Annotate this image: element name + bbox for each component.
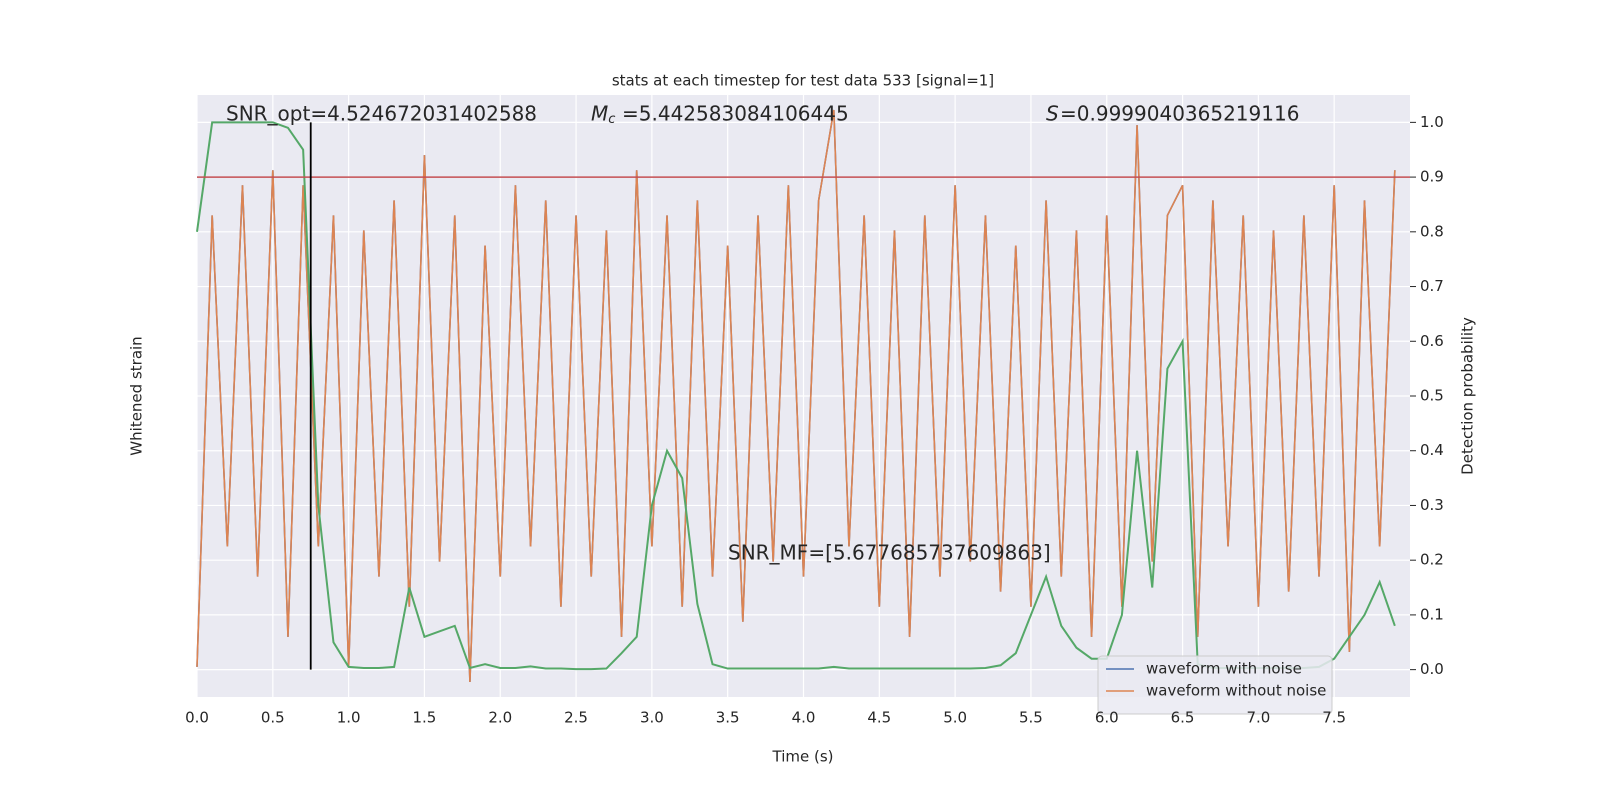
y2-tick-label: 0.5 — [1420, 387, 1444, 405]
annotation: =5.442583084106445 — [622, 102, 849, 126]
marks — [196, 109, 1410, 682]
x-tick-label: 1.5 — [413, 709, 437, 727]
y2-tick-label: 0.4 — [1420, 441, 1444, 459]
y2-tick-label: 0.9 — [1420, 168, 1444, 186]
series-line — [196, 109, 1396, 682]
x-axis-label: Time (s) — [772, 748, 834, 766]
legend-label: waveform with noise — [1146, 660, 1302, 678]
y2-tick-label: 0.1 — [1420, 605, 1444, 623]
x-tick-label: 5.0 — [943, 709, 967, 727]
annotation: SNR_opt=4.524672031402588 — [226, 102, 537, 126]
x-tick-label: 5.5 — [1019, 709, 1043, 727]
x-tick-label: 6.5 — [1171, 709, 1195, 727]
annotation: =0.9999040365219116 — [1060, 102, 1299, 126]
y2-tick-label: 0.6 — [1420, 332, 1444, 350]
y2-tick-label: 0.2 — [1420, 551, 1444, 569]
x-tick-label: 2.0 — [488, 709, 512, 727]
x-tick-label: 7.5 — [1322, 709, 1346, 727]
y2-tick-label: 0.3 — [1420, 496, 1444, 514]
legend-box — [1097, 655, 1333, 715]
x-tick-label: 3.0 — [640, 709, 664, 727]
legend-label: waveform without noise — [1146, 682, 1326, 700]
y2-tick-label: 0.0 — [1420, 660, 1444, 678]
x-tick-label: 6.0 — [1095, 709, 1119, 727]
annotation: SNR_MF=[5.677685737609863] — [728, 541, 1051, 565]
x-tick-label: 0.5 — [261, 709, 285, 727]
chart-title: stats at each timestep for test data 533… — [612, 72, 994, 90]
annotation-symbol: S — [1046, 102, 1059, 126]
y2-tick-label: 1.0 — [1420, 113, 1444, 131]
y2-tick-label: 0.8 — [1420, 222, 1444, 240]
x-tick-label: 7.0 — [1246, 709, 1270, 727]
x-tick-label: 4.5 — [867, 709, 891, 727]
y2-axis-label: Detection probability — [1459, 317, 1477, 475]
x-tick-label: 4.0 — [792, 709, 816, 727]
x-tick-label: 3.5 — [716, 709, 740, 727]
legend: waveform with noise waveform without nois… — [1097, 655, 1333, 715]
x-tick-label: 2.5 — [564, 709, 588, 727]
x-tick-label: 1.0 — [337, 709, 361, 727]
y2-tick-label: 0.7 — [1420, 277, 1444, 295]
x-tick-label: 0.0 — [185, 709, 209, 727]
y-axis-label: Whitened strain — [128, 336, 146, 455]
series-line — [196, 121, 1396, 671]
